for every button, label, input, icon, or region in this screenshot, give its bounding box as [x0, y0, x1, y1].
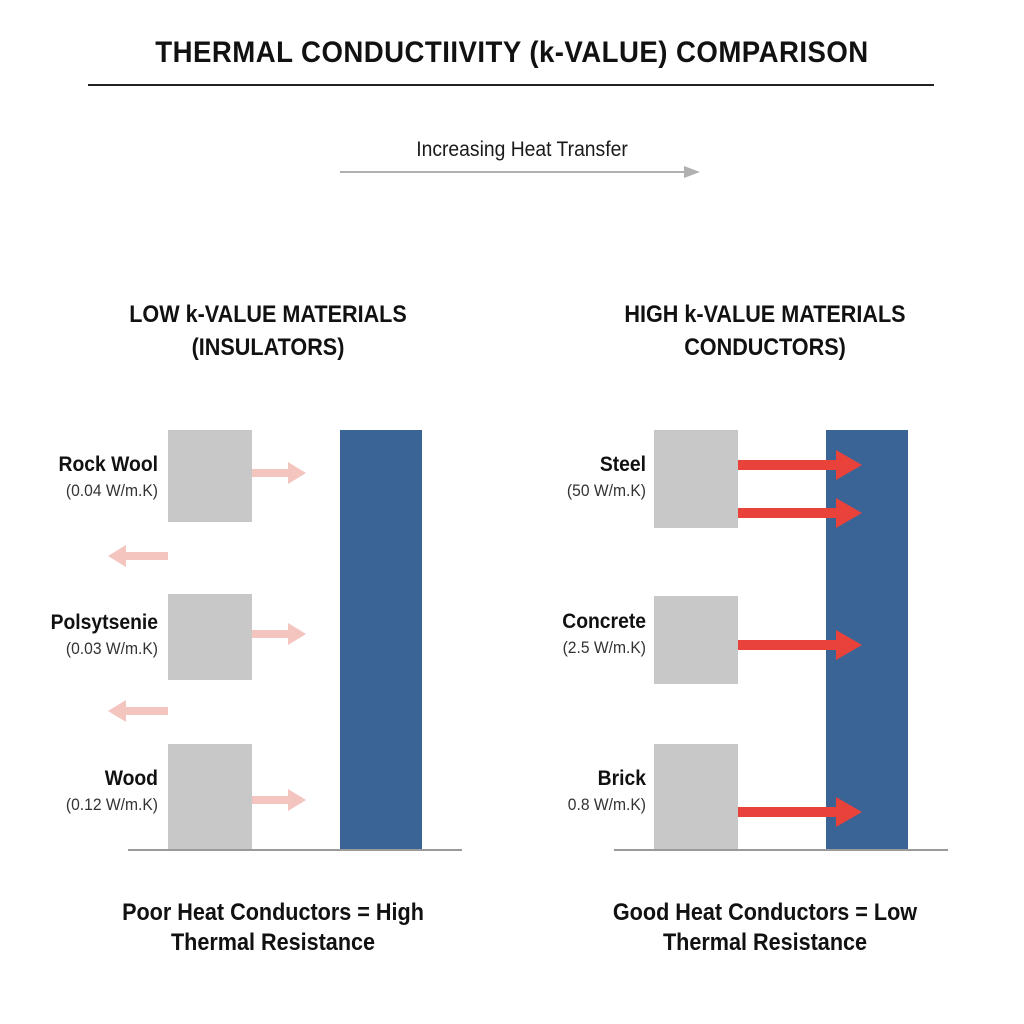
material-name: Wood [104, 767, 158, 790]
low-k-footer-line1: Poor Heat Conductors = High [122, 899, 424, 926]
material-k-value: (2.5 W/m.K) [562, 638, 646, 657]
increasing-heat-arrow-icon [340, 166, 700, 178]
material-name: Concrete [562, 610, 646, 633]
diagram-title: THERMAL CONDUCTIIVITY (k-VALUE) COMPARIS… [155, 36, 869, 69]
low-k-title-line1: LOW k-VALUE MATERIALS [129, 301, 407, 328]
material-label-steel: Steel (50 W/m.K) [470, 453, 646, 501]
material-k-value: (0.04 W/m.K) [65, 481, 158, 500]
material-label-wood: Wood (0.12 W/m.K) [0, 767, 158, 815]
material-label-concrete: Concrete (2.5 W/m.K) [470, 610, 646, 658]
high-k-footer-line2: Thermal Resistance [662, 929, 868, 956]
high-k-footer: Good Heat Conductors = Low Thermal Resis… [581, 898, 950, 958]
concrete-block [654, 596, 738, 684]
low-k-footer-line2: Thermal Resistance [170, 929, 376, 956]
weak-heat-arrow-right-icon [252, 789, 306, 811]
material-label-rock-wool: Rock Wool (0.04 W/m.K) [0, 453, 158, 501]
steel-block [654, 430, 738, 528]
rock-wool-block [168, 430, 252, 522]
axis-label: Increasing Heat Transfer [416, 138, 628, 161]
low-k-footer: Poor Heat Conductors = High Thermal Resi… [89, 898, 458, 958]
strong-heat-arrow-right-icon [738, 630, 862, 660]
strong-heat-arrow-right-icon [738, 498, 862, 528]
low-k-group-title: LOW k-VALUE MATERIALS (INSULATORS) [88, 298, 448, 364]
material-name: Steel [599, 453, 646, 476]
weak-heat-arrow-right-icon [252, 623, 306, 645]
polystyrene-block [168, 594, 252, 680]
high-k-footer-line1: Good Heat Conductors = Low [612, 899, 918, 926]
strong-heat-arrow-right-icon [738, 450, 862, 480]
high-k-title-line2: CONDUCTORS) [684, 334, 846, 361]
material-k-value: (50 W/m.K) [566, 481, 646, 500]
weak-heat-arrow-left-icon [108, 700, 168, 722]
material-label-polystyrene: Polsytsenie (0.03 W/m.K) [0, 611, 158, 659]
low-k-wall [340, 430, 422, 850]
material-k-value: (0.12 W/m.K) [65, 795, 158, 814]
weak-heat-arrow-right-icon [252, 462, 306, 484]
brick-block [654, 744, 738, 850]
high-k-group-title: HIGH k-VALUE MATERIALS CONDUCTORS) [585, 298, 945, 364]
wood-block [168, 744, 252, 850]
material-name: Polsytsenie [50, 611, 159, 634]
material-k-value: (0.03 W/m.K) [65, 639, 158, 658]
low-k-title-line2: (INSULATORS) [191, 334, 345, 361]
material-label-brick: Brick 0.8 W/m.K) [470, 767, 646, 815]
strong-heat-arrow-right-icon [738, 797, 862, 827]
low-k-baseline [128, 849, 462, 851]
title-divider [88, 84, 934, 86]
high-k-title-line1: HIGH k-VALUE MATERIALS [624, 301, 906, 328]
material-name: Rock Wool [58, 453, 158, 476]
material-k-value: 0.8 W/m.K) [567, 795, 646, 814]
high-k-baseline [614, 849, 948, 851]
weak-heat-arrow-left-icon [108, 545, 168, 567]
material-name: Brick [597, 767, 646, 790]
